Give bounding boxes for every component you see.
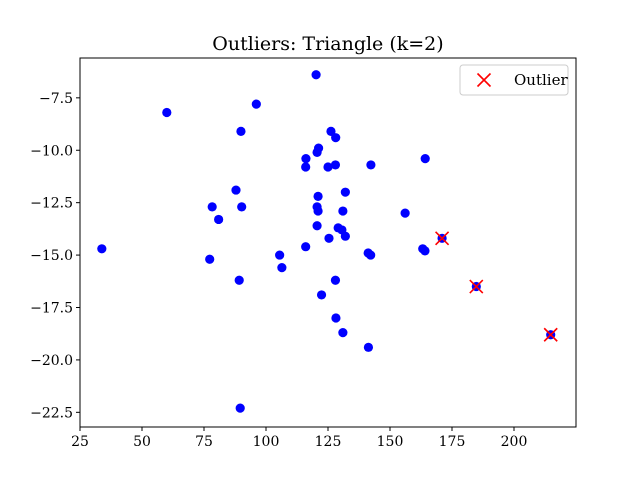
outlier-marker [435,231,450,246]
data-point [231,185,241,195]
data-point [400,208,410,218]
data-point [420,154,430,164]
x-tick-label: 75 [195,434,213,450]
data-point [312,147,322,157]
legend-outlier-icon [476,72,492,88]
data-point [366,250,376,260]
y-tick-label: −10.0 [30,143,73,159]
plot-marks [97,70,558,413]
x-tick-label: 150 [377,434,404,450]
x-tick-label: 125 [315,434,342,450]
data-point [234,275,244,285]
data-point [162,107,172,118]
x-tick-label: 25 [71,434,89,450]
y-tick-label: −17.5 [30,300,73,316]
y-tick-label: −12.5 [30,196,73,212]
data-point [301,154,311,164]
data-point [340,231,350,241]
x-tick-label: 100 [253,434,280,450]
data-point [301,162,311,172]
x-tick-label: 200 [501,434,528,450]
y-tick-label: −7.5 [39,91,73,107]
data-point [326,126,336,136]
data-point [277,263,287,273]
data-point [312,221,322,231]
y-tick-label: −20.0 [30,353,73,369]
data-point [340,187,350,197]
data-point [205,254,215,264]
data-point [97,244,107,254]
data-point [237,202,247,212]
data-point [330,160,341,170]
data-point [420,246,430,256]
data-point [251,99,261,109]
outlier-marker [543,327,558,342]
data-point [366,160,376,170]
chart-title: Outliers: Triangle (k=2) [212,33,443,55]
legend-label: Outlier [514,71,568,89]
data-point [207,202,217,212]
axes: 25 50 75 100 125 150 175 200 −22.5 −20.0 −17.5 −15.… [30,91,527,450]
y-tick-label: −15.0 [30,248,73,264]
data-point [331,313,341,323]
data-point [214,214,224,225]
data-point [301,242,311,252]
data-point [323,162,333,172]
x-tick-label: 175 [439,434,466,450]
data-point [331,133,341,143]
data-point [363,342,374,352]
data-point [235,403,245,413]
data-point [275,250,285,260]
data-point [330,275,341,285]
x-tick-label: 50 [133,434,151,450]
y-tick-label: −22.5 [30,405,73,421]
data-point [313,206,323,216]
data-point [311,70,321,80]
data-point [338,206,348,216]
data-point [324,233,334,243]
data-point [236,126,246,136]
data-point [338,328,348,338]
data-point [313,191,323,201]
outlier-marker [469,279,484,294]
legend-box [459,64,569,96]
legend: Outlier [459,64,569,96]
data-point [316,290,327,300]
